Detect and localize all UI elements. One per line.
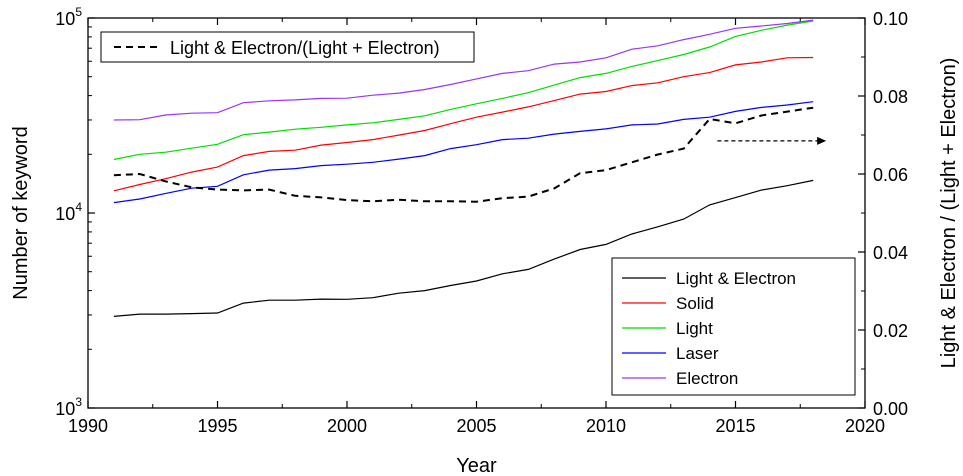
- legend-top: Light & Electron/(Light + Electron): [100, 31, 475, 63]
- legend-bottom: Light & Electron Solid Light Laser Electron: [611, 257, 856, 396]
- y-right-tick-label: 0.00: [873, 399, 908, 419]
- legend-label: Electron: [676, 369, 738, 388]
- x-tick-label: 2020: [845, 416, 885, 436]
- series-line: [113, 101, 814, 204]
- y-left-tick-label: 105: [55, 5, 82, 29]
- y-left-tick-label: 104: [55, 200, 82, 224]
- series-line: [113, 106, 814, 203]
- x-axis-title: Year: [456, 455, 497, 476]
- y-axis-right: 0.00 0.02 0.04 0.06 0.08 0.10: [858, 9, 908, 419]
- y-right-tick-label: 0.08: [873, 87, 908, 107]
- y-axis-right-title: Light & Electron / (Light + Electron): [938, 58, 960, 369]
- legend-top-label: Light & Electron/(Light + Electron): [170, 38, 440, 58]
- x-tick-label: 2005: [456, 416, 496, 436]
- legend-label: Solid: [676, 294, 714, 313]
- y-right-tick-label: 0.06: [873, 165, 908, 185]
- y-right-tick-label: 0.04: [873, 243, 908, 263]
- series-line: [113, 179, 814, 317]
- y-right-tick-label: 0.10: [873, 9, 908, 29]
- legend-bottom-box: [611, 257, 856, 396]
- x-tick-label: 2010: [586, 416, 626, 436]
- legend-label: Laser: [676, 344, 719, 363]
- y-right-tick-label: 0.02: [873, 321, 908, 341]
- arrow-head: [817, 136, 827, 145]
- annotation-arrow: [717, 136, 827, 145]
- x-tick-label: 1990: [68, 416, 108, 436]
- legend-top-box: [100, 31, 475, 63]
- series-line: [113, 56, 814, 192]
- series-line: [113, 19, 814, 121]
- series-lines: [113, 19, 814, 317]
- legend-label: Light & Electron: [676, 269, 796, 288]
- y-axis-left: 103 104 105: [55, 5, 95, 419]
- y-axis-left-title: Number of keyword: [10, 126, 32, 299]
- x-tick-label: 1995: [197, 416, 237, 436]
- x-tick-label: 2000: [327, 416, 367, 436]
- y-left-tick-label: 103: [55, 395, 82, 419]
- legend-label: Light: [676, 319, 713, 338]
- x-tick-label: 2015: [715, 416, 755, 436]
- series-line: [113, 20, 814, 161]
- x-axis: 1990 1995 2000 2005 2010 2015 2020: [68, 18, 885, 436]
